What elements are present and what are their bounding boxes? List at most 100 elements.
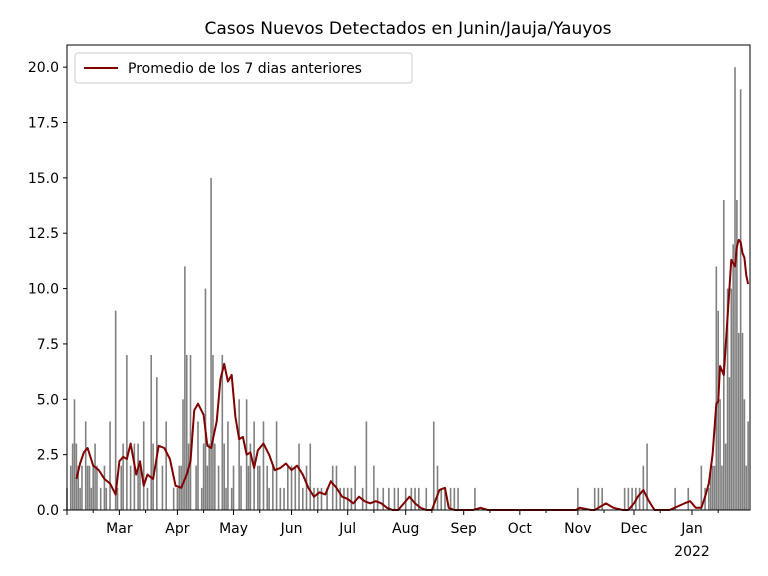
bar-mark [223,443,225,510]
bar-mark [440,487,443,510]
x-tick-sublabel: 2022 [674,544,710,560]
bar-mark [126,355,128,510]
y-axis: 0.0 2.5 5.0 7.5 10.0 12.5 15.0 17.5 20.0 [28,60,67,519]
bar-mark [449,487,452,510]
bar-mark [736,200,738,510]
bar-mark [122,443,124,510]
bar-mark [404,487,407,510]
series-line [75,238,750,511]
bar-mark [142,421,145,510]
bar-mark [294,465,297,510]
bar-mark [249,443,252,510]
x-tick-label: Apr [165,521,189,537]
bar-mark [397,487,400,510]
x-axis: Mar Apr May Jun Jul Aug Sep Oct Nov Dec Jan 2022 [66,510,719,560]
y-tick-label: 7.5 [37,337,59,353]
bar-mark [187,443,190,510]
bar-mark [176,487,179,510]
bar-mark [99,487,102,510]
x-tick-label: Mar [106,521,133,537]
bar-mark [230,487,233,510]
bar-mark [713,465,716,510]
x-tick-label: Sep [451,521,478,537]
bar-mark [708,487,710,510]
bar-mark [741,332,744,510]
bar-mark [393,487,396,510]
bar-mark [105,487,108,510]
bars-layer [66,67,749,511]
bar-mark [350,487,353,510]
bar-mark [711,465,714,510]
bar-mark [577,487,579,510]
bar-mark [326,487,328,510]
bar-mark [221,355,224,510]
bar-mark [687,487,690,510]
bar-mark [376,487,379,510]
x-tick-label: Nov [564,521,591,537]
bar-mark [81,465,83,510]
bar-mark [116,487,119,510]
bar-mark [279,487,282,510]
bar-mark [258,465,261,510]
bar-mark [86,465,89,510]
bar-mark [184,266,186,510]
bar-mark [227,421,229,510]
chart-title: Casos Nuevos Detectados en Junin/Jauja/Y… [204,19,611,39]
bar-mark [208,443,211,510]
plot-frame [66,44,751,511]
x-tick-label: May [219,521,248,537]
bar-mark [90,487,93,510]
bar-mark [747,421,749,510]
bar-mark [266,465,269,510]
bar-mark [210,177,212,511]
bar-mark [417,487,420,510]
bar-mark [728,377,731,510]
bar-mark [726,288,729,510]
x-tick-label: Dec [620,521,647,537]
bar-mark [217,465,220,510]
legend: Promedio de los 7 dias anteriores [74,52,413,84]
bar-mark [373,465,375,510]
bar-mark [146,487,149,510]
x-tick-label: Oct [508,521,533,537]
x-tick-label: Jun [280,521,303,537]
bar-mark [739,89,742,510]
bar-mark [425,487,428,510]
bar-mark [320,487,323,510]
bar-mark [631,487,633,510]
bar-mark [202,443,205,510]
bar-mark [646,443,648,510]
bar-mark [719,399,721,510]
bar-mark [734,67,736,510]
bar-mark [165,421,167,510]
bar-mark [365,421,368,510]
bar-mark [133,443,136,510]
bar-mark [623,487,626,510]
bar-mark [204,288,207,510]
bar-mark [730,288,733,510]
bar-mark [453,487,456,510]
bar-mark [627,487,630,510]
bar-mark [172,487,175,510]
bar-mark [298,443,300,510]
bar-mark [103,465,106,510]
bar-mark [436,465,439,510]
bar-mark [182,399,184,510]
y-tick-label: 2.5 [37,448,59,464]
bar-mark [283,487,285,510]
bar-mark [96,465,98,510]
bar-mark [240,465,242,510]
line-layer [75,238,750,511]
bar-mark [715,266,718,510]
bar-mark [156,377,158,510]
bar-mark [120,465,123,510]
bar-mark [92,465,94,510]
bar-mark [339,487,341,510]
bar-mark [195,465,197,510]
bar-mark [444,487,446,510]
bar-mark [432,421,435,510]
bar-mark [185,355,188,510]
x-tick-label: Jul [338,521,356,537]
legend-box [74,52,413,84]
y-tick-label: 17.5 [28,116,59,132]
